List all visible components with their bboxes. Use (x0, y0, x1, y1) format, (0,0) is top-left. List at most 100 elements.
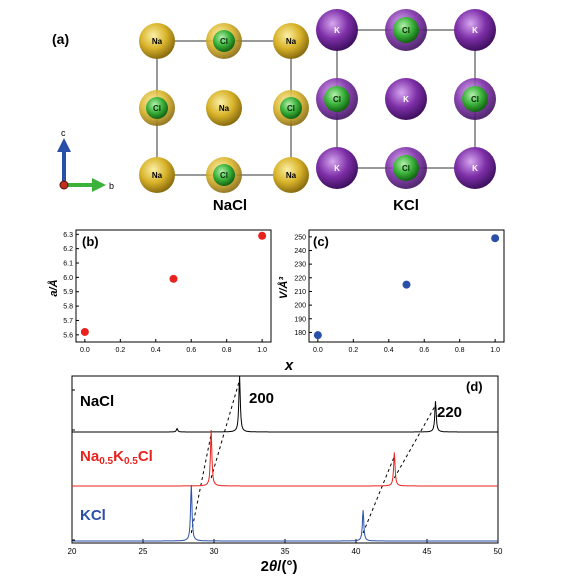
panel-b-ytick-label: 6.1 (63, 261, 73, 268)
nacl-atom-label: Cl (220, 37, 228, 46)
nacl-atom-na (273, 157, 309, 193)
panel-c-ytick-label: 180 (294, 330, 306, 337)
panel-b-point (258, 231, 267, 240)
kcl-atom-label: K (334, 164, 340, 173)
panel-c-xtick-label: 0.8 (455, 347, 465, 354)
peak-label-220: 220 (437, 404, 462, 421)
panel-c-frame (308, 229, 505, 343)
nacl-atom-label: Cl (153, 104, 161, 113)
shared-x-label: x (284, 357, 294, 374)
panel-c-point (313, 331, 322, 340)
panel-c-point (491, 234, 500, 243)
series-line-2 (72, 484, 498, 542)
panel-c-ytick-label: 250 (294, 234, 306, 241)
panel-b-points (80, 231, 267, 336)
kcl-atom-k (454, 9, 496, 51)
guide-line-1 (362, 456, 395, 534)
panel-d-xtick-label: 40 (352, 547, 361, 556)
panel-c-ticks: 0.0 0.2 0.4 0.6 0.8 1.0 180 190 200 210 220 230 240 2… (294, 234, 500, 354)
series-nacl-label: NaCl (80, 393, 114, 410)
panel-d-xtick-label: 35 (281, 547, 290, 556)
panel-b-ytick-label: 5.9 (63, 289, 73, 296)
panel-b-ylabel: a/Å (47, 279, 60, 296)
panel-d-series (72, 375, 498, 542)
kcl-atom-cl (393, 17, 419, 43)
nacl-atom-label: Na (219, 104, 230, 113)
panel-b-ytick-label: 5.7 (63, 318, 73, 325)
panel-d-label: (d) (466, 379, 483, 394)
axis-b-label: b (109, 181, 114, 191)
panel-c-ylabel: V/Å³ (277, 277, 290, 299)
panel-b-frame (75, 229, 272, 343)
panel-b-xtick-label: 0.8 (222, 347, 232, 354)
panel-b-ticks: 0.0 0.2 0.4 0.6 0.8 1.0 5.6 5.7 5.8 5.9 6.0 6.1 6.2 6… (63, 232, 267, 354)
nacl-title: NaCl (213, 197, 247, 214)
panel-b-ytick-label: 5.6 (63, 332, 73, 339)
kcl-atom-cl (324, 86, 350, 112)
kcl-atom-k (316, 9, 358, 51)
nacl-atom-cl (280, 97, 302, 119)
nacl-atom-label: Na (152, 171, 163, 180)
panel-c-ytick-label: 230 (294, 262, 306, 269)
panel-a-label: (a) (52, 31, 69, 47)
kcl-atom-k (454, 147, 496, 189)
panel-b-ytick-label: 5.8 (63, 304, 73, 311)
nacl-atom-label: Na (286, 171, 297, 180)
nacl-atom-cl (213, 164, 235, 186)
panel-c-xtick-label: 0.6 (419, 347, 429, 354)
panel-b-ytick-label: 6.3 (63, 232, 73, 239)
kcl-lattice: K Cl K Cl K Cl K Cl K (316, 9, 496, 189)
panel-b-point (80, 327, 89, 336)
panel-d-xtick-label: 45 (423, 547, 432, 556)
panel-c-ytick-label: 190 (294, 316, 306, 323)
panel-c-xtick-label: 1.0 (490, 347, 500, 354)
nacl-lattice: Na Cl Na Cl Na Cl Na Cl Na (139, 23, 309, 193)
guide-line-0 (210, 379, 241, 479)
kcl-atom-label: K (472, 26, 478, 35)
nacl-atom-label: Na (152, 37, 163, 46)
guide-line-0 (190, 433, 212, 534)
panel-c-ytick-label: 240 (294, 248, 306, 255)
panel-b-chart: (b) a/Å 0.0 0.2 0.4 0.6 0.8 1.0 5.6 5.7 5.8 5.9 6.… (47, 229, 272, 354)
kcl-atom-label: K (472, 164, 478, 173)
kcl-atom-cl (462, 86, 488, 112)
panel-b-xtick-label: 0.4 (151, 347, 161, 354)
axes-triad: c b (57, 128, 114, 192)
panel-c-label: (c) (313, 234, 329, 249)
panel-c-xtick-label: 0.0 (313, 347, 323, 354)
nacl-atom-na (206, 90, 242, 126)
nacl-atom-na (139, 157, 175, 193)
panel-c-points (313, 234, 500, 340)
panel-c-xtick-label: 0.4 (384, 347, 394, 354)
panel-b-xtick-label: 0.0 (80, 347, 90, 354)
panel-d-xtick-label: 20 (68, 547, 77, 556)
panel-d-chart: (d) 20 25 30 35 40 45 50 NaCl Na0.5K0.5Cl KCl … (68, 375, 503, 575)
panel-c-point (402, 280, 411, 289)
kcl-atom-label: Cl (402, 164, 410, 173)
series-kcl-label: KCl (80, 507, 106, 524)
kcl-atom-label: Cl (471, 95, 479, 104)
nacl-atom-label: Cl (287, 104, 295, 113)
guide-line-1 (393, 404, 436, 479)
panel-c-ytick-label: 220 (294, 275, 306, 282)
panel-d-xtick-label: 25 (139, 547, 148, 556)
kcl-atom-label: K (403, 95, 409, 104)
series-line-0 (72, 375, 498, 433)
panel-d-xlabel: 2θ/(°) (261, 558, 298, 575)
panel-c-ytick-label: 210 (294, 289, 306, 296)
series-mixed-label: Na0.5K0.5Cl (80, 448, 153, 467)
nacl-atom-cl (213, 30, 235, 52)
kcl-atom-k (316, 147, 358, 189)
panel-b-xtick-label: 0.6 (186, 347, 196, 354)
panel-d-guides (190, 379, 436, 534)
panel-d-ticks: 20 25 30 35 40 45 50 (68, 389, 503, 556)
kcl-atom-k (385, 78, 427, 120)
panel-b-point (169, 274, 178, 283)
panel-d-xtick-label: 30 (210, 547, 219, 556)
kcl-atom-label: Cl (402, 26, 410, 35)
panel-c-xtick-label: 0.2 (348, 347, 358, 354)
nacl-atom-na (273, 23, 309, 59)
nacl-atom-cl (146, 97, 168, 119)
panel-b-xtick-label: 0.2 (115, 347, 125, 354)
panel-b-label: (b) (82, 234, 99, 249)
